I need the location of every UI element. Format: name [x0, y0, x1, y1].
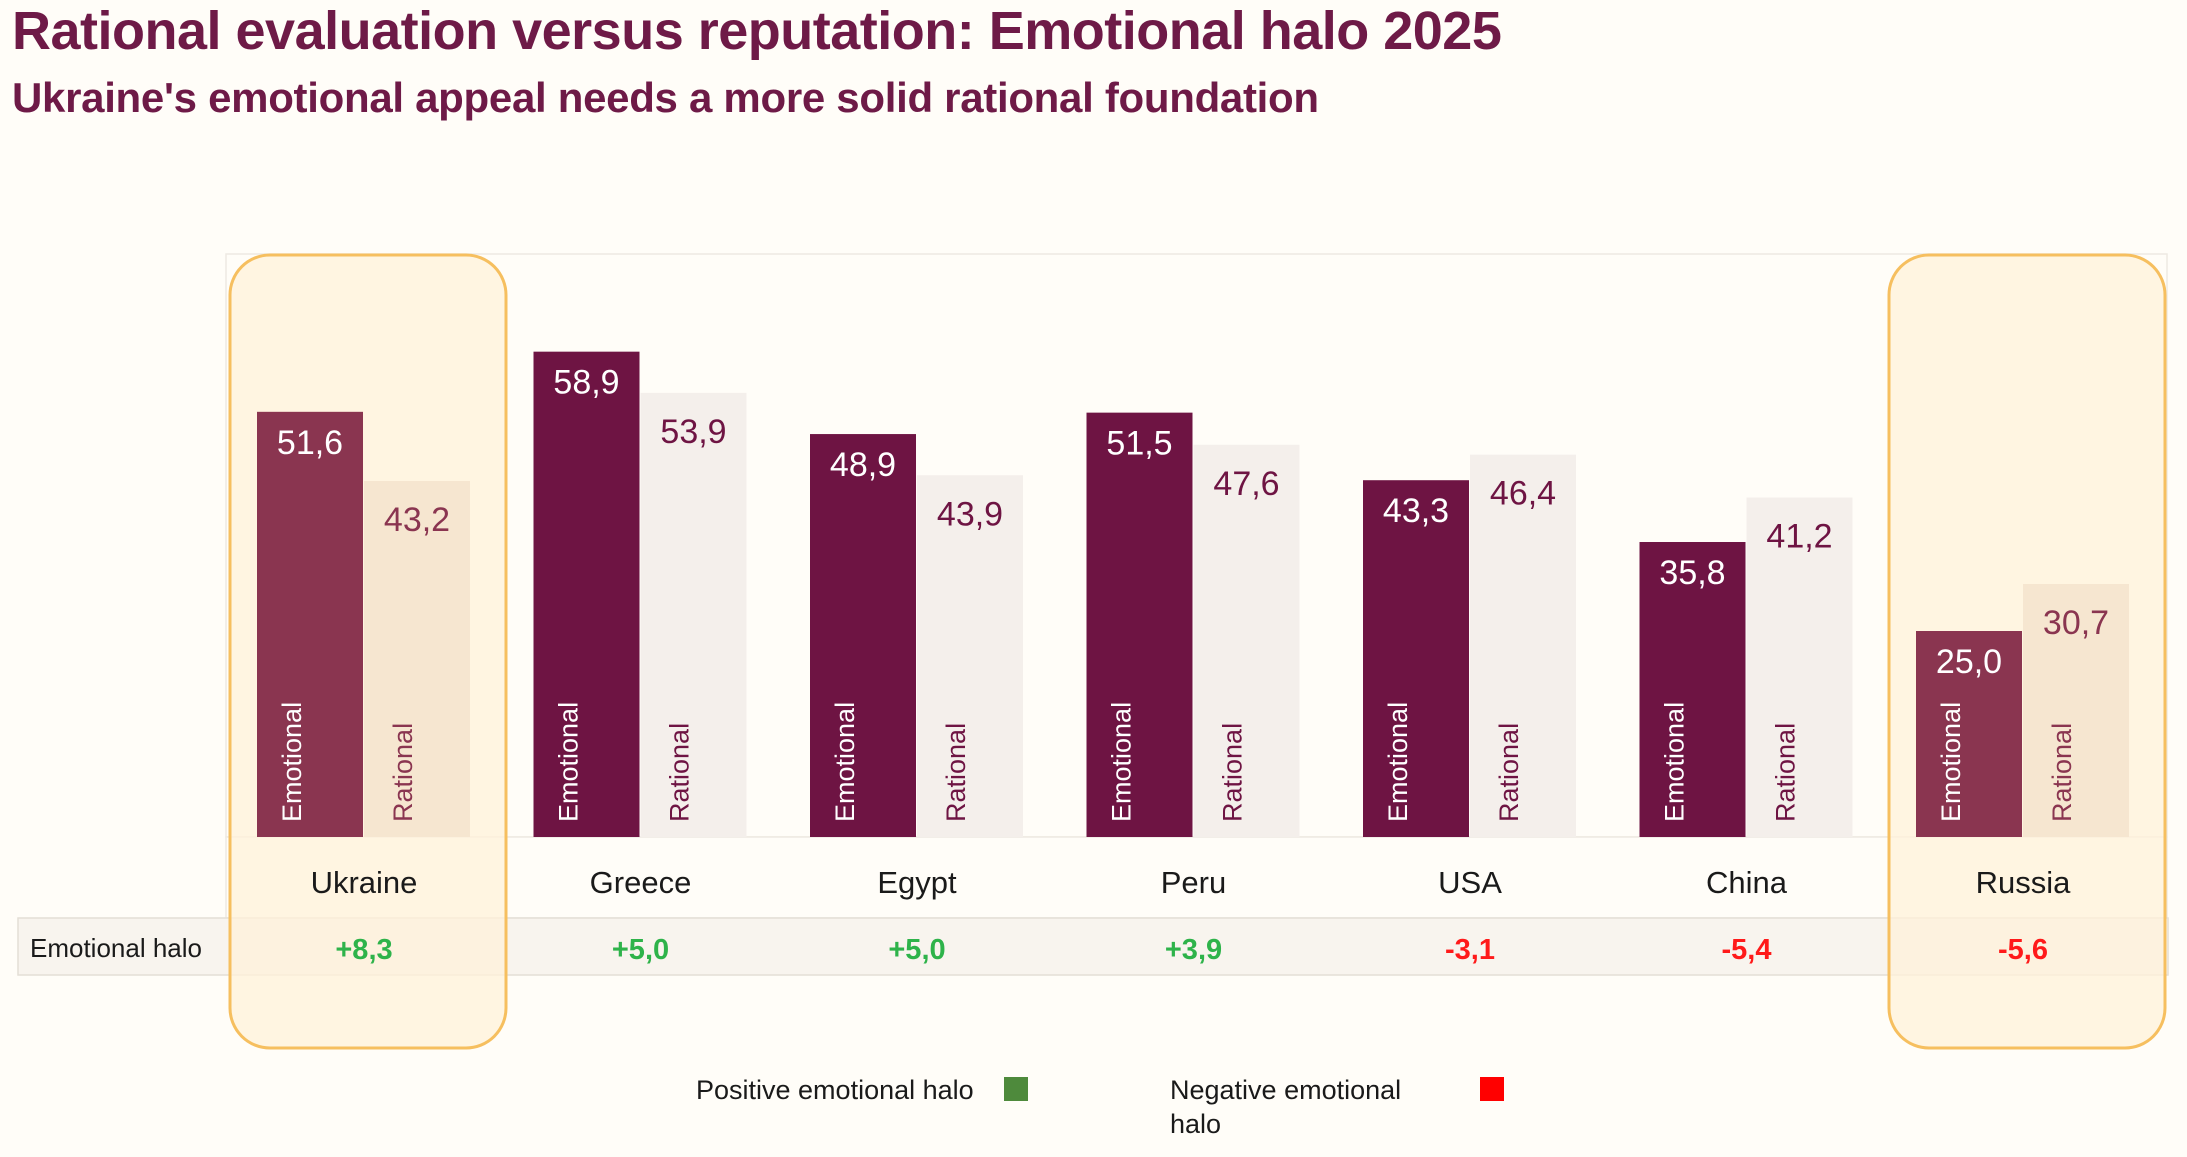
rational-bar-ukraine — [364, 481, 470, 837]
halo-value-china: -5,4 — [1722, 934, 1772, 966]
emotional-bar-peru — [1086, 412, 1193, 837]
emotional-value-label: 51,5 — [1106, 425, 1172, 463]
halo-value-egypt: +5,0 — [888, 934, 945, 966]
emotional-bar-egypt — [810, 434, 916, 837]
emotional-value-label: 58,9 — [553, 364, 619, 402]
halo-value-peru: +3,9 — [1165, 934, 1222, 966]
category-label-china: China — [1706, 865, 1788, 900]
emotional-bar-greece — [533, 351, 640, 837]
rational-bar-russia — [2023, 584, 2129, 837]
emotional-bar-label: Emotional — [1383, 702, 1413, 822]
rational-value-label: 47,6 — [1213, 465, 1279, 503]
emotional-bar-usa — [1363, 480, 1469, 837]
emotional-bar-label: Emotional — [277, 702, 307, 822]
rational-value-label: 53,9 — [660, 413, 726, 451]
emotional-value-label: 43,3 — [1383, 492, 1449, 530]
rational-value-label: 46,4 — [1490, 475, 1556, 513]
legend-positive-label: Positive emotional halo — [696, 1075, 974, 1105]
emotional-bar-label: Emotional — [1107, 702, 1137, 822]
halo-value-ukraine: +8,3 — [335, 934, 392, 966]
halo-value-usa: -3,1 — [1445, 934, 1495, 966]
emotional-bar-ukraine — [257, 411, 363, 837]
emotional-value-label: 35,8 — [1659, 554, 1725, 592]
rational-bar-label: Rational — [1771, 723, 1801, 822]
category-label-egypt: Egypt — [877, 865, 957, 900]
chart-subtitle: Ukraine's emotional appeal needs a more … — [12, 74, 1319, 121]
chart-title: Rational evaluation versus reputation: E… — [12, 1, 1502, 61]
legend-positive-swatch — [1004, 1077, 1028, 1101]
rational-value-label: 41,2 — [1766, 518, 1832, 556]
rational-bar-label: Rational — [665, 723, 695, 822]
rational-value-label: 43,2 — [384, 501, 450, 539]
emotional-bar-china — [1639, 542, 1746, 837]
rational-bar-egypt — [917, 475, 1023, 837]
rational-value-label: 43,9 — [937, 495, 1003, 533]
emotional-bar-label: Emotional — [554, 702, 584, 822]
category-label-usa: USA — [1438, 865, 1502, 900]
rational-bar-label: Rational — [388, 723, 418, 822]
halo-value-greece: +5,0 — [612, 934, 669, 966]
emotional-bar-label: Emotional — [1660, 702, 1690, 822]
rational-value-label: 30,7 — [2043, 604, 2109, 642]
emotional-value-label: 51,6 — [277, 424, 343, 462]
rational-bar-china — [1746, 497, 1853, 837]
emotional-bar-label: Emotional — [830, 702, 860, 822]
legend-negative-label: Negative emotional halo — [1170, 1075, 1402, 1139]
rational-bar-label: Rational — [941, 723, 971, 822]
rational-bar-label: Rational — [2047, 723, 2077, 822]
rational-bar-greece — [640, 392, 747, 837]
halo-value-russia: -5,6 — [1998, 934, 2048, 966]
halo-row-label: Emotional halo — [30, 933, 202, 963]
emotional-bar-label: Emotional — [1936, 702, 1966, 822]
legend-negative-swatch — [1480, 1077, 1504, 1101]
category-label-peru: Peru — [1161, 865, 1226, 900]
rational-bar-label: Rational — [1494, 723, 1524, 822]
rational-bar-label: Rational — [1218, 723, 1248, 822]
category-label-ukraine: Ukraine — [311, 865, 418, 900]
category-label-greece: Greece — [590, 865, 692, 900]
emotional-value-label: 48,9 — [830, 446, 896, 484]
category-label-russia: Russia — [1976, 865, 2072, 900]
rational-bar-usa — [1470, 454, 1576, 837]
rational-bar-peru — [1193, 444, 1300, 837]
emotional-value-label: 25,0 — [1936, 643, 2002, 681]
emotional-bar-russia — [1916, 631, 2022, 837]
